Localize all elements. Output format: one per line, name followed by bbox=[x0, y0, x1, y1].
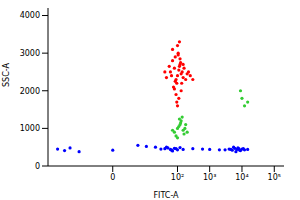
svg-text:2000: 2000 bbox=[20, 87, 40, 96]
svg-text:4000: 4000 bbox=[20, 11, 40, 20]
svg-text:10³: 10³ bbox=[203, 173, 216, 182]
svg-text:10²: 10² bbox=[171, 173, 184, 182]
svg-text:1000: 1000 bbox=[20, 124, 40, 133]
svg-text:FITC-A: FITC-A bbox=[153, 191, 179, 200]
svg-text:0: 0 bbox=[110, 173, 115, 182]
svg-text:3000: 3000 bbox=[20, 49, 40, 58]
svg-text:SSC-A: SSC-A bbox=[8, 63, 11, 87]
svg-text:10⁴: 10⁴ bbox=[235, 173, 248, 182]
svg-text:0: 0 bbox=[35, 162, 40, 171]
svg-text:10⁵: 10⁵ bbox=[268, 173, 281, 182]
